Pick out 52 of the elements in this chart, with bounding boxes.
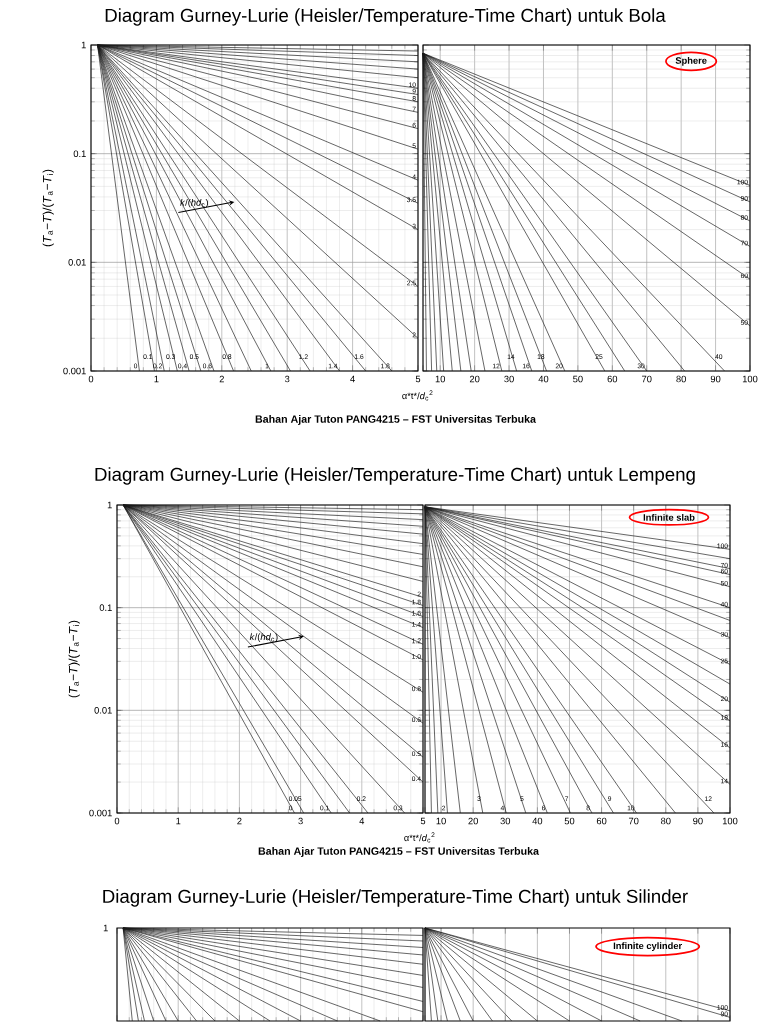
y-tick-label: 0.1 (99, 604, 112, 611)
annotation: Sphere (675, 56, 707, 66)
annotation: Infinite slab (643, 513, 695, 521)
x-tick-label: 4 (350, 375, 355, 383)
annotation: k/(hd$_{c}$) (249, 633, 278, 643)
x-tick-label: 10 (435, 375, 446, 383)
x-tick-label: 70 (628, 817, 639, 825)
x-tick-label: 5 (420, 817, 426, 825)
y-tick-label: 0.001 (89, 809, 112, 817)
x-tick-label: 100 (722, 817, 738, 825)
x-tick-label: 50 (564, 817, 575, 825)
x-tick-label: 70 (642, 375, 652, 383)
y-tick-label: 0.001 (63, 367, 86, 375)
x-tick-label: 4 (359, 817, 365, 825)
x-tick-label: 90 (693, 817, 703, 825)
x-tick-label: 2 (219, 375, 224, 383)
text: Bahan Ajar Tuton PANG4215 – FST Universitas Terbuka (258, 847, 540, 857)
chart-title: Diagram Gurney-Lurie (Heisler/Temperature-Time Chart) untuk Bola (105, 8, 666, 26)
x-tick-label: 2 (237, 817, 242, 825)
x-tick-label: 0 (114, 817, 120, 825)
text: Bahan Ajar Tuton PANG4215 – FST Universitas Terbuka (255, 415, 537, 425)
x-tick-label: 100 (742, 375, 758, 383)
x-tick-label: 10 (436, 817, 446, 825)
annotation: k/(hd$_{c}$) (180, 198, 208, 208)
x-tick-label: 40 (538, 375, 549, 383)
annotation: Infinite cylinder (613, 942, 682, 951)
y-tick-label: 1 (107, 501, 112, 509)
x-tick-label: 30 (500, 817, 511, 825)
x-tick-label: 80 (676, 375, 686, 383)
y-tick-label: 0.01 (68, 259, 86, 266)
x-tick-label: 80 (661, 817, 671, 825)
y-tick-label: 0.1 (73, 150, 86, 157)
x-tick-label: 60 (607, 375, 618, 383)
x-tick-label: 90 (710, 375, 721, 383)
x-tick-label: 60 (596, 817, 607, 825)
x-tick-label: 0 (88, 375, 94, 383)
y-tick-label: 0.01 (94, 707, 112, 714)
text: (T$_{a}$−T)/(T$_{a}$−T$_{i}$) (42, 169, 54, 247)
chart-title: Diagram Gurney-Lurie (Heisler/Temperature-Time Chart) untuk Silinder (103, 889, 688, 907)
x-tick-label: 1 (176, 817, 181, 825)
x-tick-label: 1 (154, 375, 159, 383)
x-tick-label: 20 (469, 375, 480, 383)
y-tick-label: 1 (81, 41, 86, 49)
x-tick-label: 3 (298, 817, 303, 825)
x-tick-label: 40 (532, 817, 543, 825)
x-tick-label: 5 (415, 375, 421, 383)
chart-title: Diagram Gurney-Lurie (Heisler/Temperature-Time Chart) untuk Lempeng (95, 467, 695, 485)
x-tick-label: 50 (573, 375, 583, 383)
x-tick-label: 3 (284, 375, 290, 383)
x-tick-label: 30 (504, 375, 514, 383)
x-tick-label: 20 (468, 817, 478, 825)
text: (T$_{a}$−T)/(T$_{a}$−T$_{i}$) (68, 620, 80, 698)
